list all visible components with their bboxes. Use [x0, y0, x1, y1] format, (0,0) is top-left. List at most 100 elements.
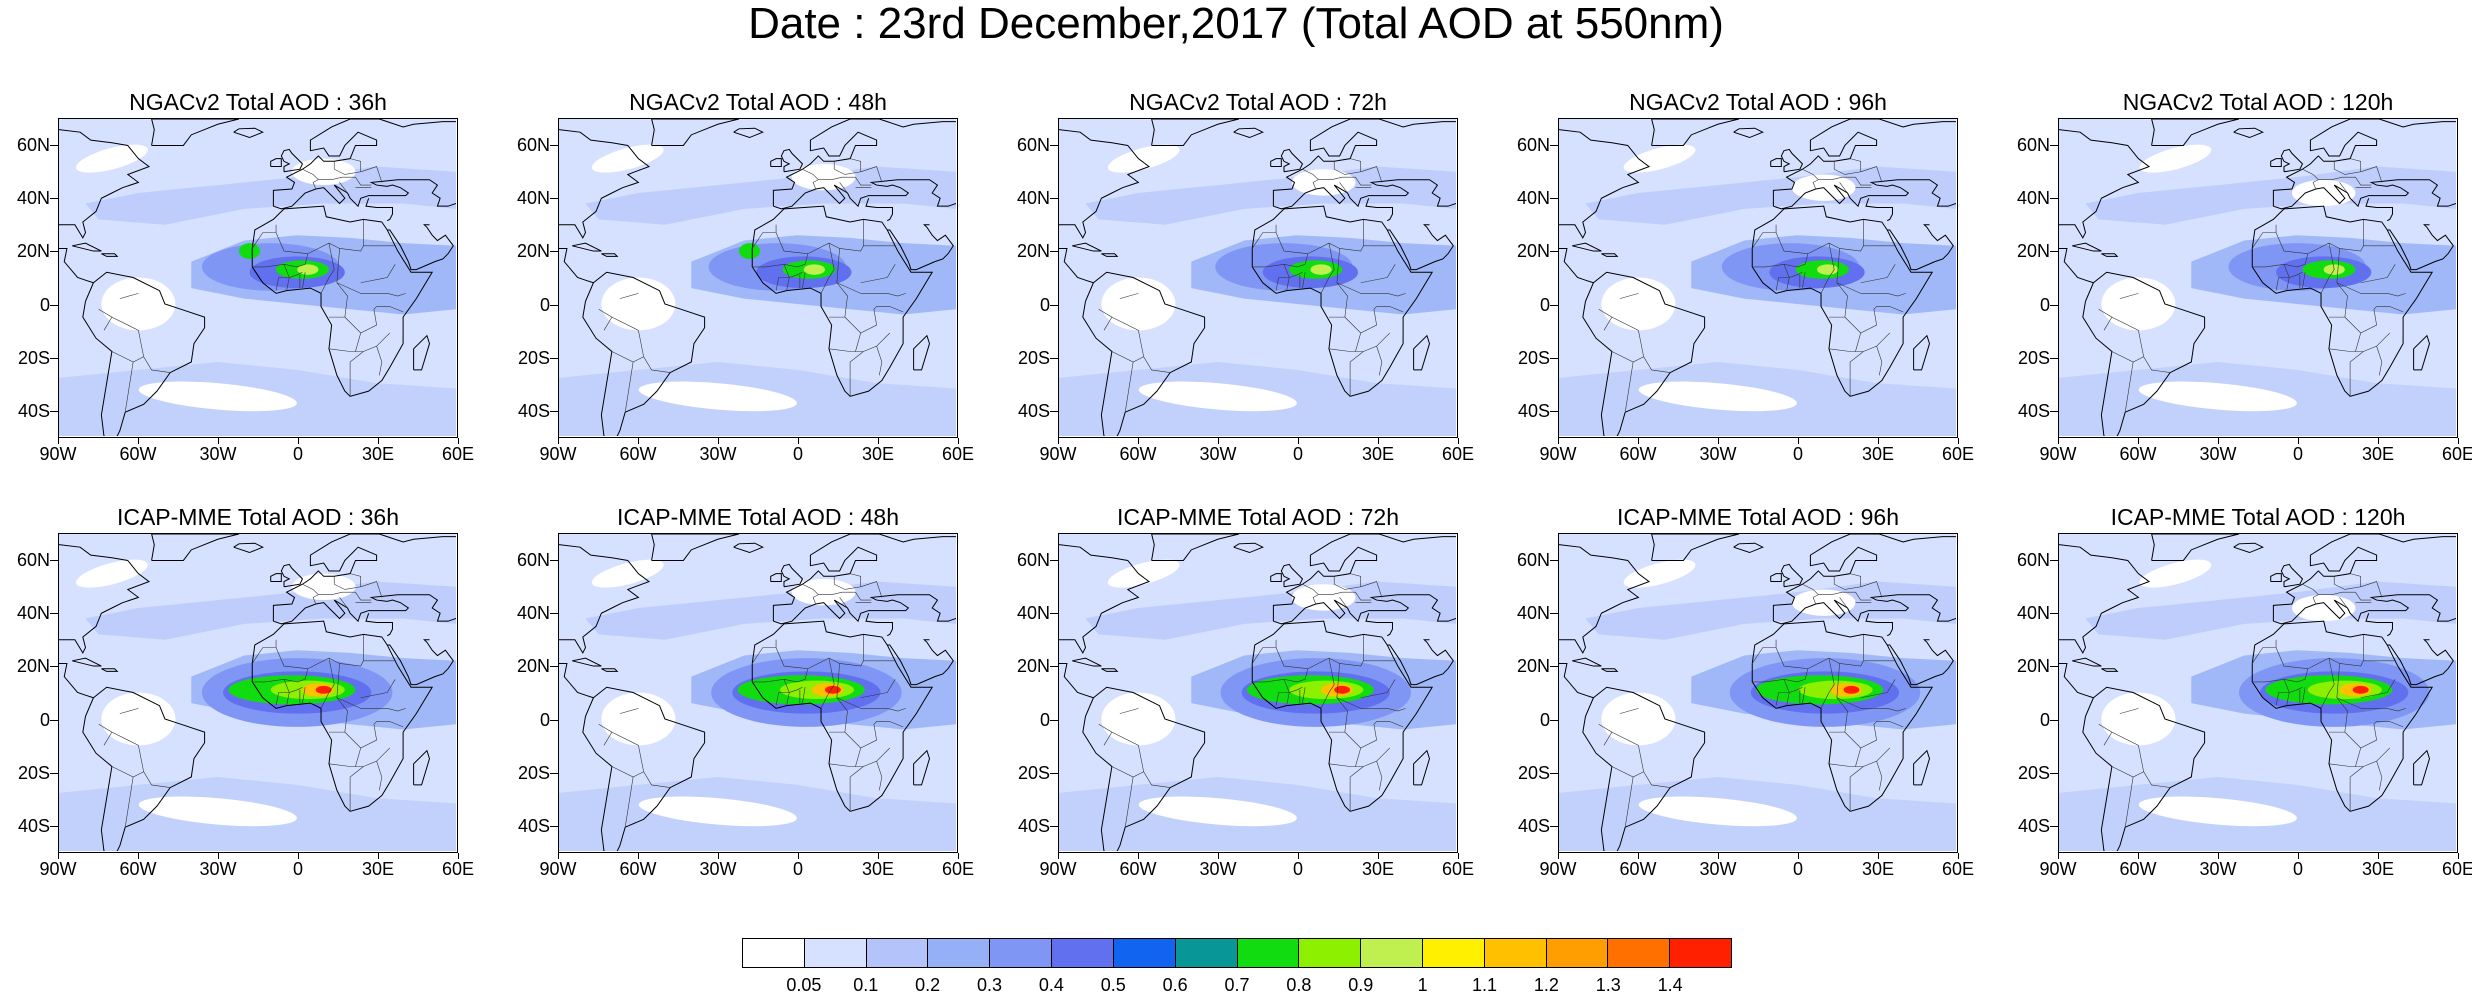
panel-title: ICAP-MME Total AOD : 36h [116, 504, 400, 530]
panel-title: NGACv2 Total AOD : 120h [2122, 89, 2394, 115]
latitude-tick [1050, 198, 1058, 199]
longitude-tick [718, 853, 719, 859]
colorbar-box [990, 939, 1053, 967]
latitude-tick [1550, 144, 1558, 146]
colorbar-box [1052, 939, 1114, 967]
latitude-tick-label: 60N [516, 549, 550, 570]
latitude-tick-label: 40N [516, 188, 550, 208]
latitude-tick-label: 40S [517, 401, 550, 422]
latitude-tick-label: 0 [539, 709, 550, 730]
latitude-tick [1050, 304, 1058, 306]
longitude-tick [2378, 853, 2379, 859]
latitude-tick [550, 251, 558, 253]
latitude-tick [1550, 826, 1558, 828]
longitude-tick [2138, 853, 2139, 859]
longitude-tick-label: 30E [1361, 444, 1395, 464]
longitude-tick-label: 30E [1361, 859, 1395, 879]
longitude-tick [458, 853, 459, 859]
latitude-tick-label: 0 [1539, 709, 1550, 730]
latitude-tick [1050, 826, 1058, 828]
latitude-tick-label: 40N [2016, 603, 2050, 623]
latitude-tick [1550, 719, 1558, 721]
longitude-tick [2298, 438, 2299, 444]
longitude-tick [58, 853, 59, 859]
longitude-tick-label: 0 [1792, 444, 1803, 464]
map-panel: NGACv2 Total AOD : 48h 60N 40N 20N 0 20S 40S 90… [517, 88, 974, 470]
longitude-tick-label: 90W [1539, 859, 1577, 879]
longitude-tick-label: 60W [2119, 859, 2157, 879]
colorbar-label: 1.2 [1533, 975, 1559, 995]
longitude-tick [1718, 438, 1719, 444]
latitude-tick-label: 40N [16, 603, 50, 623]
longitude-tick [1378, 853, 1379, 859]
latitude-tick [550, 613, 558, 614]
latitude-tick [1550, 559, 1558, 561]
latitude-tick [2050, 411, 2058, 413]
longitude-tick [638, 438, 639, 444]
latitude-tick-label: 0 [1539, 294, 1550, 315]
longitude-tick [1558, 438, 1559, 444]
longitude-tick [378, 438, 379, 444]
panel-title: ICAP-MME Total AOD : 72h [1116, 504, 1400, 530]
latitude-tick-label: 40N [16, 188, 50, 208]
map-panel: NGACv2 Total AOD : 72h 60N 40N 20N 0 20S 40S 90… [1017, 88, 1474, 470]
longitude-tick-label: 60E [941, 444, 975, 464]
colorbar-label: 0.9 [1348, 975, 1374, 995]
latitude-tick [1050, 666, 1058, 668]
latitude-tick-label: 0 [39, 709, 50, 730]
longitude-tick [298, 853, 299, 859]
longitude-tick [878, 438, 879, 444]
latitude-tick [550, 719, 558, 721]
latitude-tick-label: 60N [1016, 549, 1050, 570]
latitude-tick-label: 60N [1516, 549, 1550, 570]
latitude-tick [2050, 198, 2058, 199]
panel-title: NGACv2 Total AOD : 96h [1629, 89, 1887, 115]
latitude-tick-label: 20S [2017, 348, 2050, 368]
longitude-tick-label: 60W [119, 859, 157, 879]
panel-title: ICAP-MME Total AOD : 96h [1616, 504, 1900, 530]
latitude-tick [50, 411, 58, 413]
longitude-tick-label: 30E [361, 859, 395, 879]
colorbar-box [1299, 939, 1362, 967]
longitude-tick-label: 30E [1861, 859, 1895, 879]
latitude-tick [2050, 773, 2058, 774]
latitude-tick-label: 40S [1517, 816, 1550, 837]
longitude-tick-label: 90W [39, 859, 77, 879]
latitude-tick [550, 198, 558, 199]
latitude-tick-label: 40S [2017, 816, 2050, 837]
longitude-tick [1558, 853, 1559, 859]
latitude-tick-label: 20N [1516, 656, 1550, 677]
latitude-tick [2050, 613, 2058, 614]
longitude-tick-label: 30E [861, 444, 895, 464]
longitude-tick [1718, 853, 1719, 859]
latitude-tick-label: 40S [17, 816, 50, 837]
colorbar-label: 0.05 [786, 975, 822, 995]
longitude-tick-label: 30W [2199, 444, 2237, 464]
longitude-tick-label: 90W [539, 859, 577, 879]
aod-map [558, 118, 958, 438]
aod-map [558, 533, 958, 853]
longitude-tick-label: 60E [2441, 859, 2472, 879]
longitude-tick [2218, 438, 2219, 444]
longitude-tick [1218, 853, 1219, 859]
latitude-tick-label: 20N [2016, 241, 2050, 262]
latitude-tick [1550, 198, 1558, 199]
latitude-tick-label: 60N [16, 134, 50, 155]
latitude-tick [1550, 773, 1558, 774]
latitude-tick [2050, 251, 2058, 253]
colorbar-label: 0.6 [1162, 975, 1188, 995]
latitude-tick-label: 0 [2039, 294, 2050, 315]
latitude-tick [1050, 411, 1058, 413]
latitude-tick [50, 358, 58, 359]
longitude-tick [1798, 438, 1799, 444]
longitude-tick-label: 60W [619, 444, 657, 464]
latitude-tick-label: 0 [39, 294, 50, 315]
longitude-tick [638, 853, 639, 859]
map-panel: ICAP-MME Total AOD : 48h 60N 40N 20N 0 20S 40S… [517, 503, 974, 885]
aod-map [1558, 118, 1958, 438]
latitude-tick [50, 251, 58, 253]
longitude-tick-label: 60W [1619, 444, 1657, 464]
latitude-tick [550, 358, 558, 359]
latitude-tick [1550, 666, 1558, 668]
aod-map [1558, 533, 1958, 853]
